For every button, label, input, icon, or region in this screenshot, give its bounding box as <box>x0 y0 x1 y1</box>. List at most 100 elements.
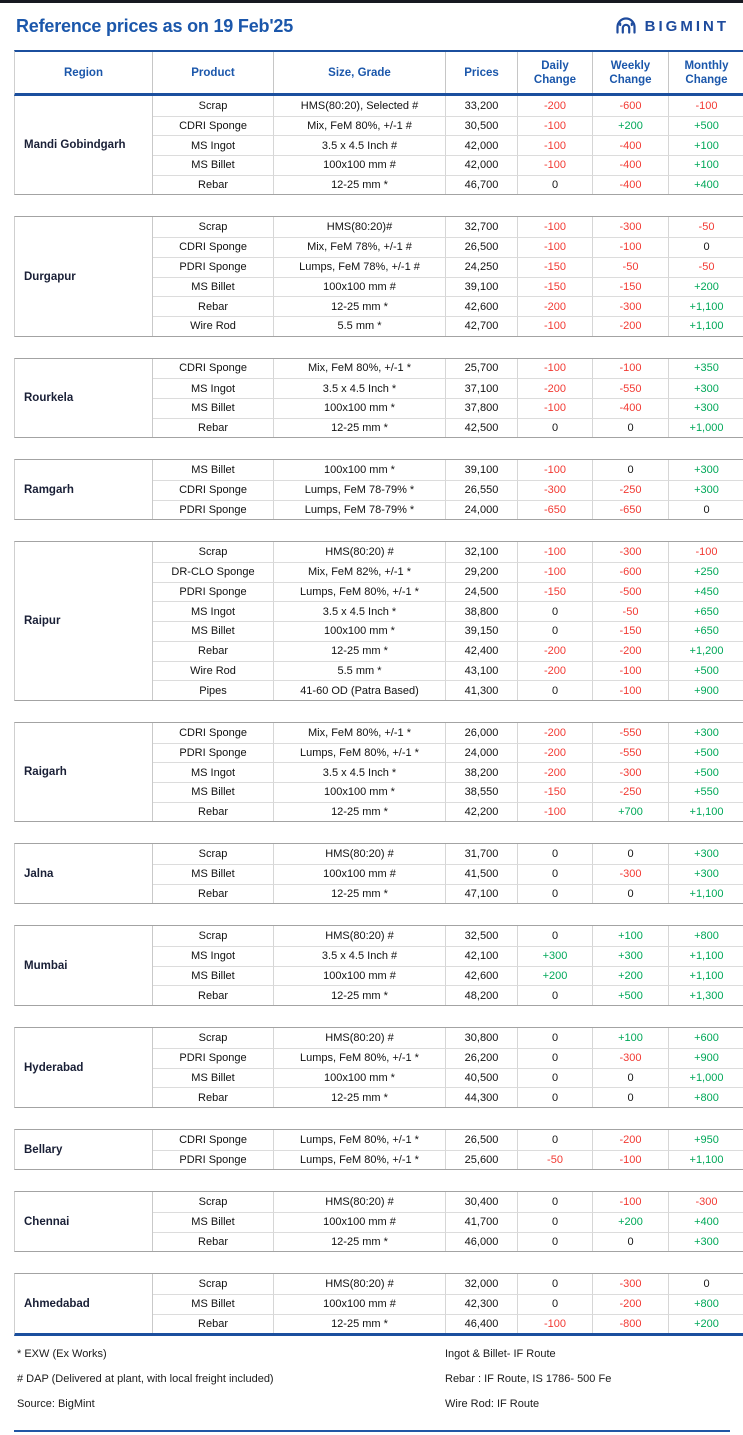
price-cell: 37,800 <box>446 397 518 418</box>
region-name: Ahmedabad <box>15 1274 153 1334</box>
region-section: Durgapur Scrap HMS(80:20)# 32,700 -100 -300 -5… <box>14 216 743 337</box>
price-cell: 24,250 <box>446 256 518 277</box>
monthly-change-cell: +450 <box>669 581 743 602</box>
weekly-change-cell: 0 <box>593 1231 669 1252</box>
product-cell: MS Billet <box>153 460 274 480</box>
monthly-change-cell: +1,300 <box>669 985 743 1005</box>
monthly-change-cell: +300 <box>669 1231 743 1252</box>
product-cell: MS Billet <box>153 864 274 884</box>
price-cell: 41,300 <box>446 680 518 700</box>
daily-change-cell: 0 <box>518 1274 593 1294</box>
product-cell: Scrap <box>153 96 274 116</box>
daily-change-cell: 0 <box>518 844 593 864</box>
daily-change-cell: 0 <box>518 985 593 1006</box>
price-cell: 26,500 <box>446 237 518 257</box>
product-cell: MS Billet <box>153 1067 274 1088</box>
product-cell: MS Billet <box>153 1211 274 1232</box>
footnote-exw: * EXW (Ex Works) <box>17 1348 107 1361</box>
weekly-change-cell: +300 <box>593 946 669 966</box>
weekly-change-cell: 0 <box>593 417 669 438</box>
weekly-change-cell: -100 <box>593 660 669 681</box>
daily-change-cell: -50 <box>518 1149 593 1170</box>
monthly-change-cell: +900 <box>669 680 743 700</box>
size-grade-cell: Lumps, FeM 80%, +/-1 * <box>274 1129 446 1150</box>
size-grade-cell: 5.5 mm * <box>274 660 446 681</box>
daily-change-cell: +200 <box>518 965 593 986</box>
daily-change-cell: 0 <box>518 926 593 947</box>
region-name: Raipur <box>15 542 153 700</box>
monthly-change-cell: +800 <box>669 1294 743 1314</box>
weekly-change-cell: -100 <box>593 680 669 700</box>
monthly-change-cell: -100 <box>695 99 718 112</box>
column-header-daily-change: Daily Change <box>518 52 593 93</box>
monthly-change-cell: +900 <box>669 1047 743 1068</box>
product-cell: Scrap <box>153 217 274 238</box>
weekly-change-cell: +500 <box>593 985 669 1006</box>
size-grade-cell: 12-25 mm * <box>274 985 446 1006</box>
weekly-change-cell: 0 <box>593 1067 669 1088</box>
weekly-change-cell: -300 <box>593 542 669 563</box>
size-grade-cell: 12-25 mm * <box>274 174 446 195</box>
size-grade-cell: 100x100 mm # <box>274 965 446 986</box>
monthly-change-cell: +1,100 <box>669 296 743 316</box>
weekly-change-cell: +700 <box>593 801 669 822</box>
monthly-change-cell: +1,200 <box>669 640 743 661</box>
monthly-change-cell: +350 <box>694 362 719 375</box>
price-cell: 31,700 <box>446 844 518 864</box>
daily-change-cell: -200 <box>518 378 593 398</box>
daily-change-cell: -200 <box>518 660 593 681</box>
product-cell: Scrap <box>153 1274 274 1294</box>
price-cell: 29,200 <box>446 562 518 582</box>
product-cell: CDRI Sponge <box>153 722 274 743</box>
size-grade-cell: 100x100 mm * <box>274 397 446 418</box>
product-cell: Wire Rod <box>153 315 274 336</box>
size-grade-cell: 3.5 x 4.5 Inch * <box>274 378 446 398</box>
product-cell: Scrap <box>153 844 274 864</box>
daily-change-cell: -150 <box>518 781 593 802</box>
price-cell: 38,800 <box>446 601 518 622</box>
daily-change-cell: -150 <box>518 276 593 297</box>
weekly-change-cell: 0 <box>593 460 669 480</box>
size-grade-cell: Lumps, FeM 78-79% * <box>274 480 446 500</box>
region-section: Mandi Gobindgarh Scrap HMS(80:20), Selecte… <box>14 96 743 196</box>
product-cell: Scrap <box>153 926 274 947</box>
monthly-change-cell: +1,100 <box>669 965 743 986</box>
size-grade-cell: 100x100 mm # <box>274 1294 446 1314</box>
daily-change-cell: 0 <box>518 1294 593 1314</box>
price-cell: 32,700 <box>446 217 518 238</box>
monthly-change-cell: -50 <box>669 256 743 277</box>
size-grade-cell: Lumps, FeM 80%, +/-1 * <box>274 1149 446 1170</box>
size-grade-cell: 12-25 mm * <box>274 640 446 661</box>
daily-change-cell: -100 <box>518 801 593 822</box>
footnote-ingot-billet-route: Ingot & Billet- IF Route <box>445 1348 556 1361</box>
size-grade-cell: Mix, FeM 78%, +/-1 # <box>274 237 446 257</box>
product-cell: Scrap <box>153 542 274 563</box>
monthly-change-cell: +1,100 <box>669 315 743 336</box>
region-name: Ramgarh <box>15 460 153 520</box>
weekly-change-cell: -600 <box>593 96 669 116</box>
price-cell: 24,000 <box>446 742 518 763</box>
price-cell: 30,400 <box>446 1192 518 1212</box>
size-grade-cell: 3.5 x 4.5 Inch * <box>274 601 446 622</box>
monthly-change-cell: 0 <box>669 237 743 257</box>
product-cell: PDRI Sponge <box>153 742 274 763</box>
weekly-change-cell: -50 <box>593 601 669 622</box>
size-grade-cell: 100x100 mm # <box>274 864 446 884</box>
product-cell: Rebar <box>153 640 274 661</box>
daily-change-cell: -100 <box>518 155 593 175</box>
monthly-change-cell: -300 <box>695 1196 718 1209</box>
monthly-change-cell: +1,100 <box>669 801 743 822</box>
weekly-change-cell: -100 <box>593 1192 669 1212</box>
size-grade-cell: Mix, FeM 80%, +/-1 * <box>274 722 446 743</box>
daily-change-cell: 0 <box>518 680 593 700</box>
monthly-change-cell: +1,100 <box>669 883 743 904</box>
region-section: Jalna Scrap HMS(80:20) #31,700 0 0 +300 MS Bil… <box>14 843 743 905</box>
product-cell: Rebar <box>153 417 274 438</box>
product-cell: Rebar <box>153 1231 274 1252</box>
monthly-change-cell: +650 <box>669 601 743 621</box>
footnotes: * EXW (Ex Works) # DAP (Delivered at pla… <box>0 1336 743 1410</box>
price-cell: 25,600 <box>446 1149 518 1170</box>
size-grade-cell: 12-25 mm * <box>274 417 446 438</box>
product-cell: Rebar <box>153 296 274 316</box>
daily-change-cell: 0 <box>518 1129 593 1150</box>
